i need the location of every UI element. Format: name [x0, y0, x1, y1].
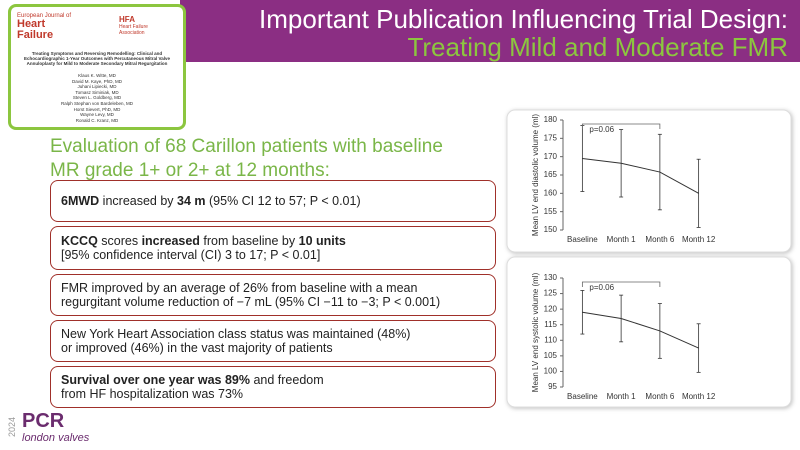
y-tick-label: 150: [544, 225, 558, 234]
text-run: from HF hospitalization was 73%: [61, 387, 244, 401]
author: Tomasz Siminiak, MD: [75, 89, 119, 95]
data-line: [582, 158, 699, 194]
author: David M. Kaye, PhD, MD: [71, 78, 122, 84]
y-tick-label: 165: [544, 170, 558, 179]
text-run: (95% CI 12 to 57; P < 0.01): [205, 194, 361, 208]
title: Important Publication Influencing Trial …: [259, 4, 788, 34]
x-tick-label: Baseline: [567, 235, 598, 244]
text-run: [95% confidence interval (CI) 3 to 17; P…: [61, 248, 321, 262]
logo-year: 2024: [7, 416, 18, 438]
x-tick-label: Month 12: [682, 392, 716, 401]
author: Juhani Lipiecki, MD: [77, 84, 117, 90]
author: Wayne Levy, MD: [80, 112, 114, 118]
journal: European Journal of Heart Failure: [17, 13, 71, 41]
x-tick-label: Baseline: [567, 392, 598, 401]
y-axis-label: Mean LV end systolic volume (ml): [531, 272, 540, 392]
text-run: Survival over one year was 89%: [61, 373, 250, 387]
finding-box: New York Heart Association class status …: [50, 320, 496, 362]
y-axis-label: Mean LV end diastolic volume (ml): [531, 114, 540, 236]
y-tick-label: 125: [544, 289, 558, 298]
logo: 2024 PCR london valves: [7, 410, 89, 446]
header-band: [180, 0, 800, 62]
y-tick-label: 110: [544, 335, 557, 344]
y-tick-label: 180: [544, 115, 558, 124]
text-run: FMR improved by an average of 26% from b…: [61, 281, 418, 295]
finding-box: 6MWD increased by 34 m (95% CI 12 to 57;…: [50, 180, 496, 222]
journal-prefix: European Journal of: [17, 13, 72, 19]
y-tick-label: 95: [548, 382, 557, 391]
x-tick-label: Month 1: [607, 235, 636, 244]
society-name: Association: [119, 30, 145, 36]
error-bar: [696, 158, 701, 228]
author: Horst Sievert, PhD, MD: [73, 106, 121, 112]
y-tick-label: 120: [544, 304, 558, 313]
author: Steven L. Goldberg, MD: [72, 95, 122, 101]
author-list: Klaus K. Witte, MD David M. Kaye, PhD, MD…: [11, 73, 183, 123]
y-tick-label: 160: [544, 188, 558, 197]
text-run: increased by: [99, 194, 178, 208]
finding-box: KCCQ scores increased from baseline by 1…: [50, 226, 496, 270]
chart-card: [506, 109, 792, 253]
society-name: Heart Failure: [119, 24, 148, 30]
society-short: HFA: [119, 15, 135, 24]
data-line: [582, 311, 699, 349]
finding-line: KCCQ scores increased from baseline by 1…: [61, 234, 485, 248]
author: Ronald C. Kranz, MD: [75, 117, 119, 123]
finding-line: or improved (46%) in the vast majority o…: [61, 341, 485, 355]
logo-brand: PCR: [22, 410, 65, 432]
text-run: from baseline by: [199, 234, 299, 248]
text-run: and freedom: [250, 373, 324, 387]
significance-bracket: [581, 281, 661, 287]
x-tick-label: Month 6: [645, 392, 674, 401]
annotation: p=0.06: [589, 283, 614, 292]
logo-event: london valves: [22, 432, 90, 444]
x-tick-label: Month 6: [645, 235, 674, 244]
finding-line: from HF hospitalization was 73%: [61, 387, 485, 401]
x-tick-label: Month 12: [682, 235, 716, 244]
y-tick-label: 100: [544, 367, 558, 376]
intro-line: Evaluation of 68 Carillon patients with …: [50, 136, 443, 157]
annotation: p=0.06: [589, 125, 614, 134]
significance-bracket: [581, 123, 661, 129]
x-tick-label: Month 1: [607, 392, 636, 401]
author: Ralph Stephan von Bardeleben, MD: [60, 100, 134, 106]
chart-card: [506, 256, 792, 408]
society: HFA Heart Failure Association: [119, 15, 148, 36]
finding-box: FMR improved by an average of 26% from b…: [50, 274, 496, 316]
y-tick-label: 115: [544, 320, 557, 329]
text-run: or improved (46%) in the vast majority o…: [61, 341, 333, 355]
y-tick-label: 130: [544, 273, 558, 282]
paper-thumbnail: European Journal of Heart Failure HFA He…: [8, 4, 186, 130]
text-run: KCCQ: [61, 234, 98, 248]
text-run: 10 units: [298, 234, 346, 248]
journal-name: Failure: [17, 29, 54, 41]
intro-line: MR grade 1+ or 2+ at 12 months:: [50, 160, 330, 181]
finding-line: [95% confidence interval (CI) 3 to 17; P…: [61, 248, 485, 262]
finding-line: Survival over one year was 89% and freed…: [61, 373, 485, 387]
text-run: New York Heart Association class status …: [61, 327, 411, 341]
y-tick-label: 155: [544, 207, 558, 216]
y-tick-label: 105: [544, 351, 558, 360]
finding-line: 6MWD increased by 34 m (95% CI 12 to 57;…: [61, 194, 485, 208]
subtitle: Treating Mild and Moderate FMR: [407, 32, 788, 62]
y-tick-label: 175: [544, 133, 558, 142]
finding-line: FMR improved by an average of 26% from b…: [61, 281, 485, 295]
finding-box: Survival over one year was 89% and freed…: [50, 366, 496, 408]
finding-line: regurgitant volume reduction of −7 mL (9…: [61, 295, 485, 309]
text-run: scores: [97, 234, 142, 248]
author: Klaus K. Witte, MD: [78, 73, 116, 78]
text-run: 34 m: [177, 194, 206, 208]
finding-line: New York Heart Association class status …: [61, 327, 485, 341]
text-run: regurgitant volume reduction of −7 mL (9…: [61, 295, 441, 309]
text-run: increased: [141, 234, 200, 248]
text-run: 6MWD: [61, 194, 100, 208]
journal-name: Heart: [17, 18, 46, 30]
y-tick-label: 170: [544, 152, 558, 161]
paper-title: Treating Symptoms and Reversing Remodell…: [23, 51, 171, 66]
